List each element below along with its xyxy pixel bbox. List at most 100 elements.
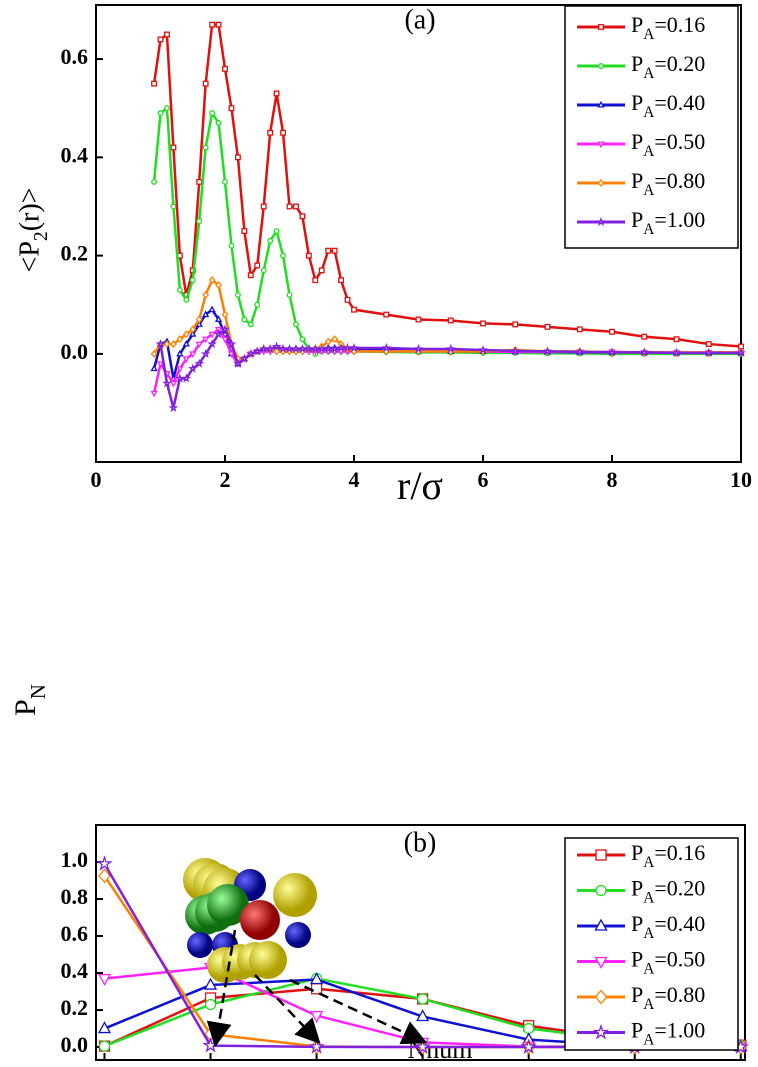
marker-point xyxy=(163,105,170,112)
x-tick-label: 6 xyxy=(735,1065,746,1067)
x-tick-label: 2 xyxy=(220,467,231,492)
marker-point xyxy=(258,343,269,354)
y-tick-label: 0.4 xyxy=(61,958,89,983)
y-axis-label: PN xyxy=(9,684,50,716)
marker-point xyxy=(175,373,185,383)
marker-point xyxy=(520,1038,537,1054)
marker-point xyxy=(208,305,216,313)
panel-label: (b) xyxy=(404,827,437,858)
x-axis-label: r/σ xyxy=(397,463,443,508)
marker-point xyxy=(157,36,164,43)
marker-point xyxy=(233,358,243,368)
marker-point xyxy=(195,320,203,327)
marker-point xyxy=(336,342,346,353)
marker-point xyxy=(227,351,236,359)
marker-point xyxy=(381,342,392,353)
marker-point xyxy=(331,247,338,254)
marker-point xyxy=(641,333,648,340)
legend-marker xyxy=(597,179,605,187)
marker-point xyxy=(413,343,424,354)
marker-point xyxy=(416,993,429,1005)
marker-point xyxy=(200,348,211,358)
marker-point xyxy=(247,272,254,279)
marker-point xyxy=(247,321,254,328)
marker-point xyxy=(209,21,216,28)
marker-point xyxy=(241,316,248,323)
series-line xyxy=(152,23,742,348)
x-tick-label: 3 xyxy=(417,1065,428,1067)
marker-point xyxy=(228,242,235,249)
marker-point xyxy=(297,343,308,354)
marker-point xyxy=(304,343,314,354)
marker-point xyxy=(414,1038,431,1054)
marker-point xyxy=(202,80,209,87)
y-tick-label: 0.8 xyxy=(61,884,89,909)
marker-point xyxy=(182,356,190,363)
marker-point xyxy=(284,343,295,354)
y-tick-label: 0.6 xyxy=(61,44,89,69)
marker-point xyxy=(260,267,267,274)
marker-point xyxy=(278,343,288,354)
marker-point xyxy=(316,343,327,354)
plot-frame xyxy=(95,4,742,463)
marker-point xyxy=(673,336,680,343)
marker-point xyxy=(189,351,197,359)
x-tick-label: 5 xyxy=(629,1065,640,1067)
marker-point xyxy=(202,290,210,299)
marker-point xyxy=(293,321,299,328)
marker-point xyxy=(215,119,222,126)
marker-point xyxy=(176,335,184,344)
marker-point xyxy=(196,218,203,225)
marker-point xyxy=(98,868,111,884)
marker-point xyxy=(299,213,306,220)
panel-label: (a) xyxy=(404,4,435,35)
x-tick-label: 4 xyxy=(349,467,360,492)
marker-point xyxy=(312,277,319,284)
plot-frame xyxy=(95,824,746,1061)
y-axis-label: <P2(r)> xyxy=(14,188,52,273)
marker-point xyxy=(182,339,190,347)
marker-point xyxy=(163,31,170,38)
x-tick-label: 8 xyxy=(607,467,618,492)
marker-point xyxy=(189,330,197,337)
marker-point xyxy=(194,358,205,368)
y-tick-label: 0.2 xyxy=(61,241,89,266)
marker-point xyxy=(544,323,551,330)
marker-point xyxy=(480,320,486,327)
x-tick-label: 10 xyxy=(730,467,752,492)
marker-point xyxy=(226,338,237,349)
series-line xyxy=(159,328,741,410)
marker-point xyxy=(271,341,282,351)
marker-point xyxy=(169,380,178,388)
marker-point xyxy=(195,315,203,324)
x-tick-label: 0 xyxy=(91,467,102,492)
marker-point xyxy=(170,340,177,349)
marker-point xyxy=(208,331,216,339)
marker-point xyxy=(542,346,553,356)
marker-point xyxy=(267,129,274,136)
marker-point xyxy=(325,247,332,254)
marker-point xyxy=(299,336,306,343)
marker-point xyxy=(349,342,359,353)
marker-point xyxy=(157,110,164,117)
marker-point xyxy=(329,343,340,354)
marker-point xyxy=(265,343,275,354)
y-tick-label: 0.4 xyxy=(61,142,89,167)
marker-point xyxy=(151,178,157,185)
marker-point xyxy=(228,105,235,112)
marker-point xyxy=(318,267,325,274)
marker-point xyxy=(260,203,267,210)
marker-point xyxy=(607,347,617,357)
legend-marker xyxy=(596,216,606,227)
marker-point xyxy=(351,306,357,313)
marker-point xyxy=(309,1010,324,1023)
y-tick-label: 0.6 xyxy=(61,921,89,946)
x-tick-label: 6 xyxy=(478,467,489,492)
marker-point xyxy=(280,129,286,136)
legend-box xyxy=(564,837,739,1051)
marker-point xyxy=(383,311,390,318)
marker-point xyxy=(215,21,222,28)
marker-point xyxy=(168,402,179,413)
marker-point xyxy=(576,326,583,333)
